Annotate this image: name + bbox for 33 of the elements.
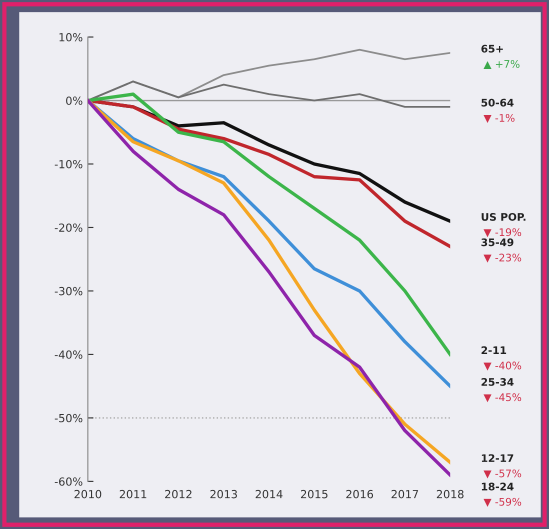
y-tick-label: -10% [54,160,82,168]
text: 18-24 [482,482,514,490]
x-tick-label: 2014 [256,490,283,498]
text: 2-11 [482,346,506,354]
text: ▼ -19% [484,228,522,238]
x-tick-label: 2017 [392,490,418,498]
text: ▼ -40% [484,362,522,371]
x-tick-label: 2013 [210,490,237,498]
text: ▼ -45% [484,393,522,402]
text: US POP. [482,212,526,221]
text: 65+ [481,44,503,53]
y-tick-label: -60% [54,477,82,486]
text: 35-49 [481,238,514,246]
y-tick-label: -30% [54,286,82,296]
y-tick-label: -20% [54,223,82,232]
x-tick-label: 2011 [120,490,146,498]
x-tick-label: 2018 [436,490,464,498]
y-tick-label: -40% [54,350,82,359]
x-tick-label: 2012 [165,490,192,498]
text: 25-34 [482,378,514,386]
y-tick-label: 10% [60,33,82,42]
x-tick-label: 2016 [346,490,374,498]
x-tick-label: 2015 [300,490,328,498]
text: ▲ +7% [484,60,520,70]
y-tick-label: -50% [54,414,82,422]
text: ▼ -57% [484,469,522,478]
y-tick-label: 0% [66,96,82,105]
text: ▼ -23% [484,254,522,263]
x-tick-label: 2010 [74,490,102,498]
text: 50-64 [482,98,514,107]
text: ▼ -59% [484,498,522,507]
text: 12-17 [482,454,514,462]
text: ▼ -1% [484,114,515,123]
